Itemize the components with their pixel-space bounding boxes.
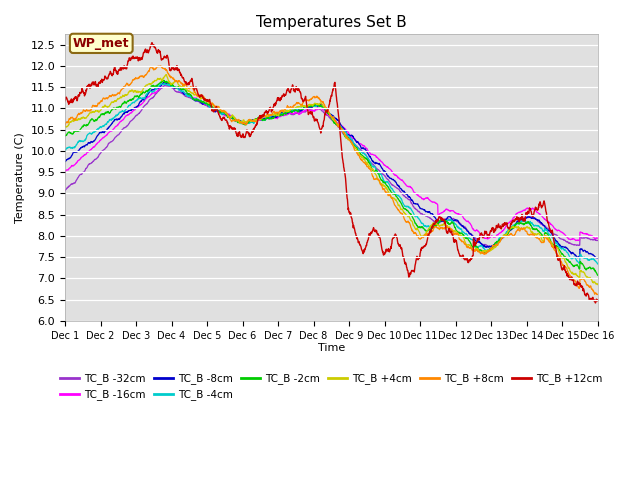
Line: TC_B -32cm: TC_B -32cm [65, 85, 598, 247]
TC_B -4cm [160, 81, 168, 86]
TC_B -8cm [579, 247, 586, 253]
TC_B +8cm [157, 63, 164, 69]
TC_B +12cm [148, 40, 156, 46]
TC_B -32cm [594, 238, 602, 243]
TC_B -16cm [321, 108, 328, 113]
TC_B -8cm [307, 104, 314, 110]
TC_B -16cm [307, 108, 314, 113]
TC_B -4cm [61, 147, 69, 153]
Text: WP_met: WP_met [73, 37, 129, 50]
TC_B -32cm [481, 242, 488, 248]
TC_B +12cm [307, 109, 314, 115]
TC_B -4cm [481, 246, 488, 252]
TC_B -4cm [579, 254, 586, 260]
TC_B +4cm [321, 104, 328, 109]
TC_B +12cm [61, 98, 69, 104]
TC_B +8cm [579, 276, 586, 282]
Line: TC_B -16cm: TC_B -16cm [65, 83, 598, 240]
TC_B -16cm [579, 230, 586, 236]
TC_B +4cm [88, 109, 96, 115]
Line: TC_B +12cm: TC_B +12cm [65, 43, 598, 303]
TC_B +12cm [594, 298, 602, 303]
TC_B -4cm [594, 261, 602, 267]
Line: TC_B -4cm: TC_B -4cm [65, 84, 598, 264]
TC_B -2cm [481, 250, 488, 255]
TC_B -16cm [61, 169, 69, 175]
TC_B -2cm [321, 106, 328, 111]
TC_B -4cm [579, 254, 586, 260]
TC_B -16cm [579, 230, 586, 236]
X-axis label: Time: Time [317, 344, 345, 353]
Legend: TC_B -32cm, TC_B -16cm, TC_B -8cm, TC_B -4cm, TC_B -2cm, TC_B +4cm, TC_B +8cm, T: TC_B -32cm, TC_B -16cm, TC_B -8cm, TC_B … [56, 369, 607, 405]
TC_B +8cm [579, 276, 586, 281]
TC_B -16cm [88, 145, 96, 151]
TC_B +12cm [321, 117, 328, 122]
TC_B +12cm [579, 285, 586, 290]
TC_B +4cm [61, 123, 69, 129]
TC_B -8cm [160, 80, 168, 85]
TC_B +12cm [579, 283, 586, 289]
TC_B -8cm [88, 139, 96, 145]
TC_B +8cm [594, 291, 602, 297]
Y-axis label: Temperature (C): Temperature (C) [15, 132, 25, 223]
Line: TC_B +8cm: TC_B +8cm [65, 66, 598, 294]
TC_B +12cm [591, 300, 599, 306]
TC_B -16cm [594, 235, 602, 241]
TC_B -2cm [579, 261, 586, 267]
TC_B +8cm [321, 102, 328, 108]
TC_B +4cm [579, 269, 586, 275]
TC_B -2cm [61, 133, 69, 139]
TC_B -8cm [481, 243, 488, 249]
TC_B +8cm [88, 104, 96, 109]
TC_B +4cm [579, 269, 586, 275]
TC_B -2cm [594, 272, 602, 278]
TC_B -8cm [61, 159, 69, 165]
TC_B -32cm [579, 235, 586, 241]
TC_B +8cm [307, 97, 314, 103]
TC_B +4cm [481, 248, 488, 253]
Title: Temperatures Set B: Temperatures Set B [256, 15, 406, 30]
TC_B -16cm [160, 80, 168, 85]
TC_B +4cm [594, 282, 602, 288]
TC_B +12cm [88, 79, 96, 85]
TC_B -4cm [321, 105, 328, 111]
TC_B -32cm [307, 107, 314, 112]
TC_B -32cm [162, 82, 170, 88]
TC_B -2cm [307, 104, 314, 110]
Line: TC_B -2cm: TC_B -2cm [65, 80, 598, 275]
TC_B -32cm [61, 188, 69, 193]
TC_B -32cm [487, 244, 495, 250]
TC_B -2cm [88, 116, 96, 122]
TC_B -32cm [88, 159, 96, 165]
Line: TC_B -8cm: TC_B -8cm [65, 83, 598, 258]
TC_B -4cm [307, 103, 314, 109]
TC_B +4cm [163, 72, 170, 78]
TC_B -16cm [574, 238, 582, 243]
TC_B -2cm [579, 261, 586, 266]
TC_B -8cm [579, 246, 586, 252]
TC_B -16cm [481, 235, 488, 241]
TC_B +12cm [481, 230, 488, 236]
TC_B -32cm [321, 110, 328, 116]
TC_B -2cm [160, 77, 168, 83]
TC_B -32cm [579, 235, 586, 241]
Line: TC_B +4cm: TC_B +4cm [65, 75, 598, 285]
TC_B +4cm [307, 102, 314, 108]
TC_B -8cm [593, 255, 601, 261]
TC_B +8cm [481, 251, 488, 257]
TC_B -8cm [594, 255, 602, 261]
TC_B +8cm [61, 122, 69, 128]
TC_B -4cm [88, 131, 96, 136]
TC_B -8cm [321, 105, 328, 110]
